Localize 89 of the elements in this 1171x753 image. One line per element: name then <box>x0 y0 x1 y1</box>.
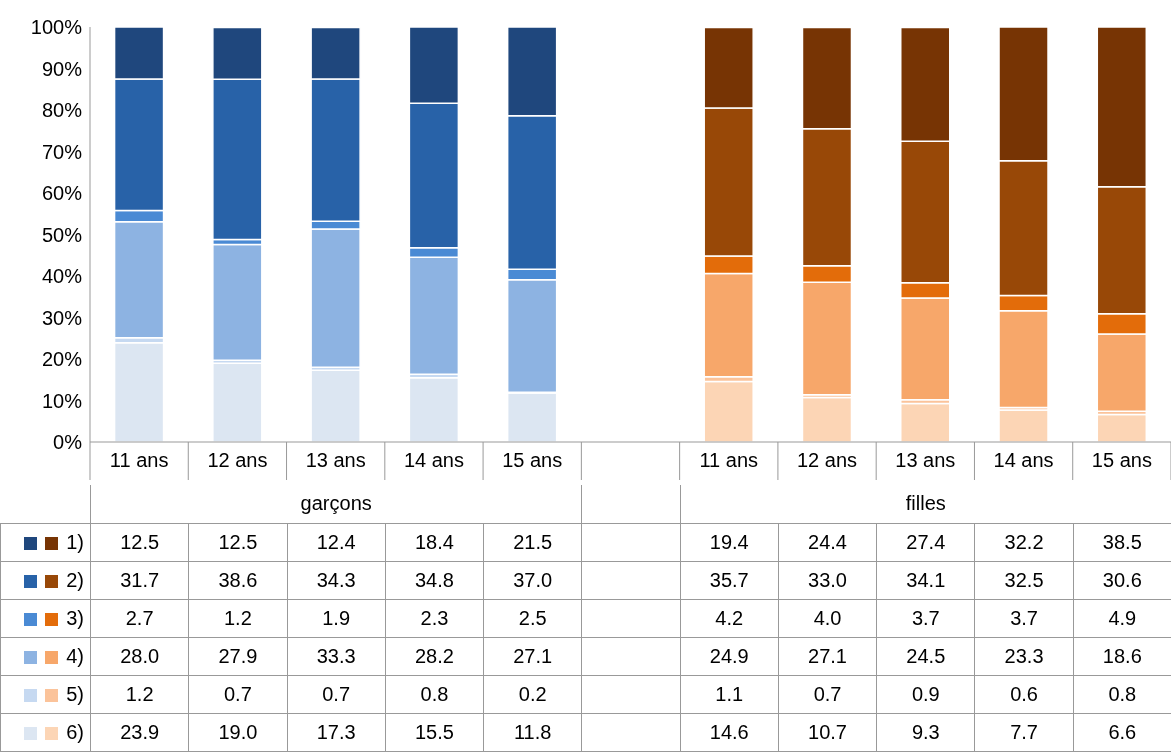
data-label: 18.6 <box>1073 637 1171 675</box>
data-label: 4.2 <box>680 599 779 637</box>
data-label: 0.8 <box>385 675 484 713</box>
data-label: 37.0 <box>483 561 582 599</box>
data-label: 18.4 <box>385 523 484 561</box>
data-label: 2.3 <box>385 599 484 637</box>
data-label: 38.5 <box>1073 523 1171 561</box>
data-label: 32.5 <box>974 561 1074 599</box>
data-label: 34.8 <box>385 561 484 599</box>
data-label: 38.6 <box>188 561 288 599</box>
legend-label: 5) <box>66 682 84 705</box>
data-label: 28.0 <box>90 637 189 675</box>
data-label: 15.5 <box>385 713 484 751</box>
data-label: 11.8 <box>483 713 582 751</box>
data-label: 19.0 <box>188 713 288 751</box>
data-label: 0.2 <box>483 675 582 713</box>
text: garçons <box>90 485 582 523</box>
data-label: 12.5 <box>90 523 189 561</box>
x-tick-label: 13 ans <box>895 449 956 471</box>
data-label: 27.4 <box>876 523 975 561</box>
legend-label: 1) <box>66 530 84 553</box>
x-tick-label: 15 ans <box>1091 449 1152 471</box>
data-label: 2.5 <box>483 599 582 637</box>
y-tick-label: 50% <box>41 223 83 246</box>
data-label: 6.6 <box>1073 713 1171 751</box>
data-label: 35.7 <box>680 561 779 599</box>
data-label: 24.9 <box>680 637 779 675</box>
data-label: 27.1 <box>483 637 582 675</box>
y-tick-label: 10% <box>41 389 83 412</box>
legend-label: 2) <box>66 568 84 591</box>
data-label: 33.3 <box>287 637 386 675</box>
data-label: 27.1 <box>778 637 877 675</box>
y-tick-label: 90% <box>41 57 83 80</box>
data-label: 4.0 <box>778 599 877 637</box>
data-label: 0.8 <box>1073 675 1171 713</box>
data-label: 28.2 <box>385 637 484 675</box>
x-tick-label: 12 ans <box>207 449 268 471</box>
data-label: 23.9 <box>90 713 189 751</box>
y-tick-label: 40% <box>41 265 83 288</box>
legend-label: 3) <box>66 606 84 629</box>
data-label: 23.3 <box>974 637 1074 675</box>
data-label: 0.7 <box>778 675 877 713</box>
data-label: 34.1 <box>876 561 975 599</box>
data-label: 3.7 <box>974 599 1074 637</box>
x-tick-label: 14 ans <box>403 449 464 471</box>
legend-label: 6) <box>66 720 84 743</box>
y-tick-label: 60% <box>41 182 83 205</box>
data-label: 0.7 <box>188 675 288 713</box>
data-label: 17.3 <box>287 713 386 751</box>
data-label: 34.3 <box>287 561 386 599</box>
legend-label: 4) <box>66 644 84 667</box>
x-tick-label: 11 ans <box>109 449 169 471</box>
y-tick-label: 0% <box>53 431 83 454</box>
data-label: 19.4 <box>680 523 779 561</box>
data-label: 32.2 <box>974 523 1074 561</box>
x-tick-label: 11 ans <box>699 449 759 471</box>
data-label: 1.1 <box>680 675 779 713</box>
y-tick-label: 100% <box>30 16 83 39</box>
y-tick-label: 30% <box>41 306 83 329</box>
text: filles <box>680 485 1171 523</box>
data-label: 3.7 <box>876 599 975 637</box>
data-label: 24.5 <box>876 637 975 675</box>
data-label: 0.6 <box>974 675 1074 713</box>
data-label: 21.5 <box>483 523 582 561</box>
x-tick-label: 15 ans <box>502 449 563 471</box>
data-label: 1.2 <box>90 675 189 713</box>
x-tick-label: 13 ans <box>305 449 366 471</box>
data-label: 0.9 <box>876 675 975 713</box>
y-tick-label: 20% <box>41 348 83 371</box>
data-label: 7.7 <box>974 713 1074 751</box>
data-label: 12.4 <box>287 523 386 561</box>
data-label: 10.7 <box>778 713 877 751</box>
data-label: 9.3 <box>876 713 975 751</box>
data-label: 12.5 <box>188 523 288 561</box>
data-label: 1.2 <box>188 599 288 637</box>
data-label: 0.7 <box>287 675 386 713</box>
x-tick-label: 12 ans <box>797 449 858 471</box>
data-label: 2.7 <box>90 599 189 637</box>
data-label: 1.9 <box>287 599 386 637</box>
y-tick-label: 70% <box>41 140 83 163</box>
data-label: 33.0 <box>778 561 877 599</box>
data-label: 24.4 <box>778 523 877 561</box>
data-label: 14.6 <box>680 713 779 751</box>
x-tick-label: 14 ans <box>993 449 1054 471</box>
data-label: 30.6 <box>1073 561 1171 599</box>
data-label: 31.7 <box>90 561 189 599</box>
data-label: 27.9 <box>188 637 288 675</box>
data-label: 4.9 <box>1073 599 1171 637</box>
y-tick-label: 80% <box>41 99 83 122</box>
